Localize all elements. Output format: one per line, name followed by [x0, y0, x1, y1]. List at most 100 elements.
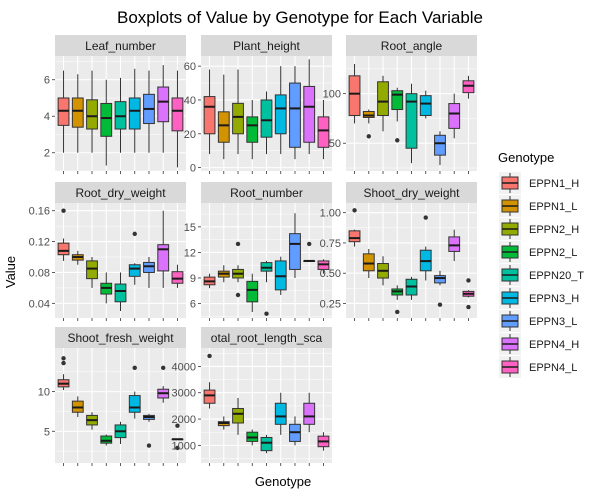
legend-item-label: EPPN3_L [529, 316, 577, 328]
box-eppn4-l [317, 99, 330, 160]
box-eppn2-h [86, 412, 98, 430]
box-body [171, 271, 184, 284]
y-tick-label: 0.50 [320, 268, 341, 280]
facet-strip-label: Root_angle [381, 39, 443, 53]
box-eppn1-l [217, 74, 230, 160]
outlier-point [132, 365, 137, 371]
box-body [86, 99, 98, 130]
facet-strip-label: Leaf_number [85, 39, 156, 53]
box-body [128, 264, 141, 277]
facet-strip [346, 182, 477, 203]
outlier-point [175, 423, 180, 428]
outlier-point [395, 309, 400, 315]
box-eppn3-h [274, 256, 287, 295]
box-eppn2-h [86, 257, 98, 288]
box-eppn2-h [232, 69, 244, 155]
box-eppn1-l [217, 265, 230, 283]
outlier-point [466, 304, 471, 310]
box-body [217, 111, 230, 143]
outlier-point [366, 134, 371, 139]
legend-item-eppn2-l: EPPN2_L [499, 241, 577, 263]
facet-root-number: Root_number 6 9 12 15 [184, 182, 332, 321]
box-body [232, 408, 244, 424]
legend-item-label: EPPN2_H [529, 224, 579, 236]
y-tick-label: 0.25 [320, 298, 341, 310]
facet-strip [201, 35, 332, 56]
box-eppn4-h [448, 93, 461, 139]
box-eppn3-h [128, 365, 141, 419]
box-eppn1-h [348, 208, 361, 247]
box-eppn4-h [157, 210, 170, 288]
legend-item-eppn1-h: EPPN1_H [499, 172, 579, 194]
facet-plant-height: Plant_height 0 20 40 60 [184, 35, 332, 175]
facet-strip-label: Plant_height [233, 39, 300, 53]
box-eppn3-l [289, 213, 301, 278]
box-body [434, 275, 446, 284]
box-eppn1-l [217, 416, 230, 430]
y-tick-label: 6 [190, 299, 196, 311]
box-eppn3-h [128, 68, 141, 153]
facet-strip-label: Shoot_fresh_weight [67, 331, 174, 345]
box-eppn2-h [86, 70, 98, 153]
box-eppn1-h [203, 353, 216, 409]
facet-root-angle: Root_angle 50 100 [323, 35, 477, 174]
box-eppn1-l [71, 250, 84, 265]
box-body [405, 93, 418, 149]
y-tick-label: 0 [190, 163, 196, 175]
box-eppn2-l [100, 272, 113, 304]
box-body [232, 102, 244, 135]
y-tick-label: 40 [184, 95, 196, 107]
facet-strip [201, 327, 332, 348]
box-body [348, 75, 361, 116]
box-eppn1-h [57, 70, 70, 153]
legend-item-label: EPPN3_H [529, 293, 579, 305]
box-body [114, 283, 127, 303]
outlier-point [395, 138, 400, 143]
box-body [86, 260, 98, 280]
box-eppn3-h [419, 215, 432, 281]
box-eppn1-h [203, 273, 216, 289]
box-body [303, 85, 316, 143]
y-tick-label: 4 [44, 111, 50, 123]
legend-item-label: EPPN4_H [529, 339, 579, 351]
box-eppn4-l [317, 259, 330, 274]
outlier-point [61, 208, 66, 213]
box-eppn2-l [246, 429, 259, 446]
outlier-point [175, 445, 180, 451]
legend-item-eppn1-l: EPPN1_L [499, 195, 577, 217]
box-body [419, 95, 432, 116]
box-body [448, 236, 461, 252]
outlier-point [235, 241, 241, 247]
y-tick-label: 5 [44, 426, 50, 438]
box-eppn3-l [143, 413, 155, 448]
box-body [246, 116, 259, 143]
facet-shoot-dry-weight: Shoot_dry_weight 0.25 0.50 0.75 1.00 [320, 182, 477, 321]
outlier-point [423, 215, 428, 220]
box-eppn4-l [462, 75, 475, 99]
box-body [391, 90, 404, 111]
outlier-point [235, 292, 241, 298]
box-body [100, 102, 113, 137]
legend-item-eppn3-h: EPPN3_H [499, 287, 579, 309]
box-body [434, 134, 446, 156]
facet-strip-label: Root_dry_weight [75, 186, 166, 200]
outlier-point [207, 353, 212, 359]
box-eppn2-l [246, 99, 259, 160]
box-eppn20-t [260, 260, 273, 316]
outlier-point [437, 302, 443, 307]
outlier-point [352, 208, 357, 213]
box-eppn2-l [391, 87, 404, 143]
box-eppn2-l [391, 285, 404, 315]
box-body [448, 103, 461, 129]
outlier-point [61, 360, 66, 366]
y-tick-label: 6 [44, 75, 50, 87]
legend-item-label: EPPN1_H [529, 178, 579, 190]
box-eppn1-h [203, 69, 216, 155]
box-eppn1-h [57, 356, 70, 391]
box-eppn3-l [434, 270, 446, 307]
legend-item-label: EPPN20_T [529, 270, 584, 282]
box-body [157, 244, 170, 272]
box-eppn3-l [289, 66, 301, 160]
y-tick-label: 2000 [172, 414, 196, 426]
